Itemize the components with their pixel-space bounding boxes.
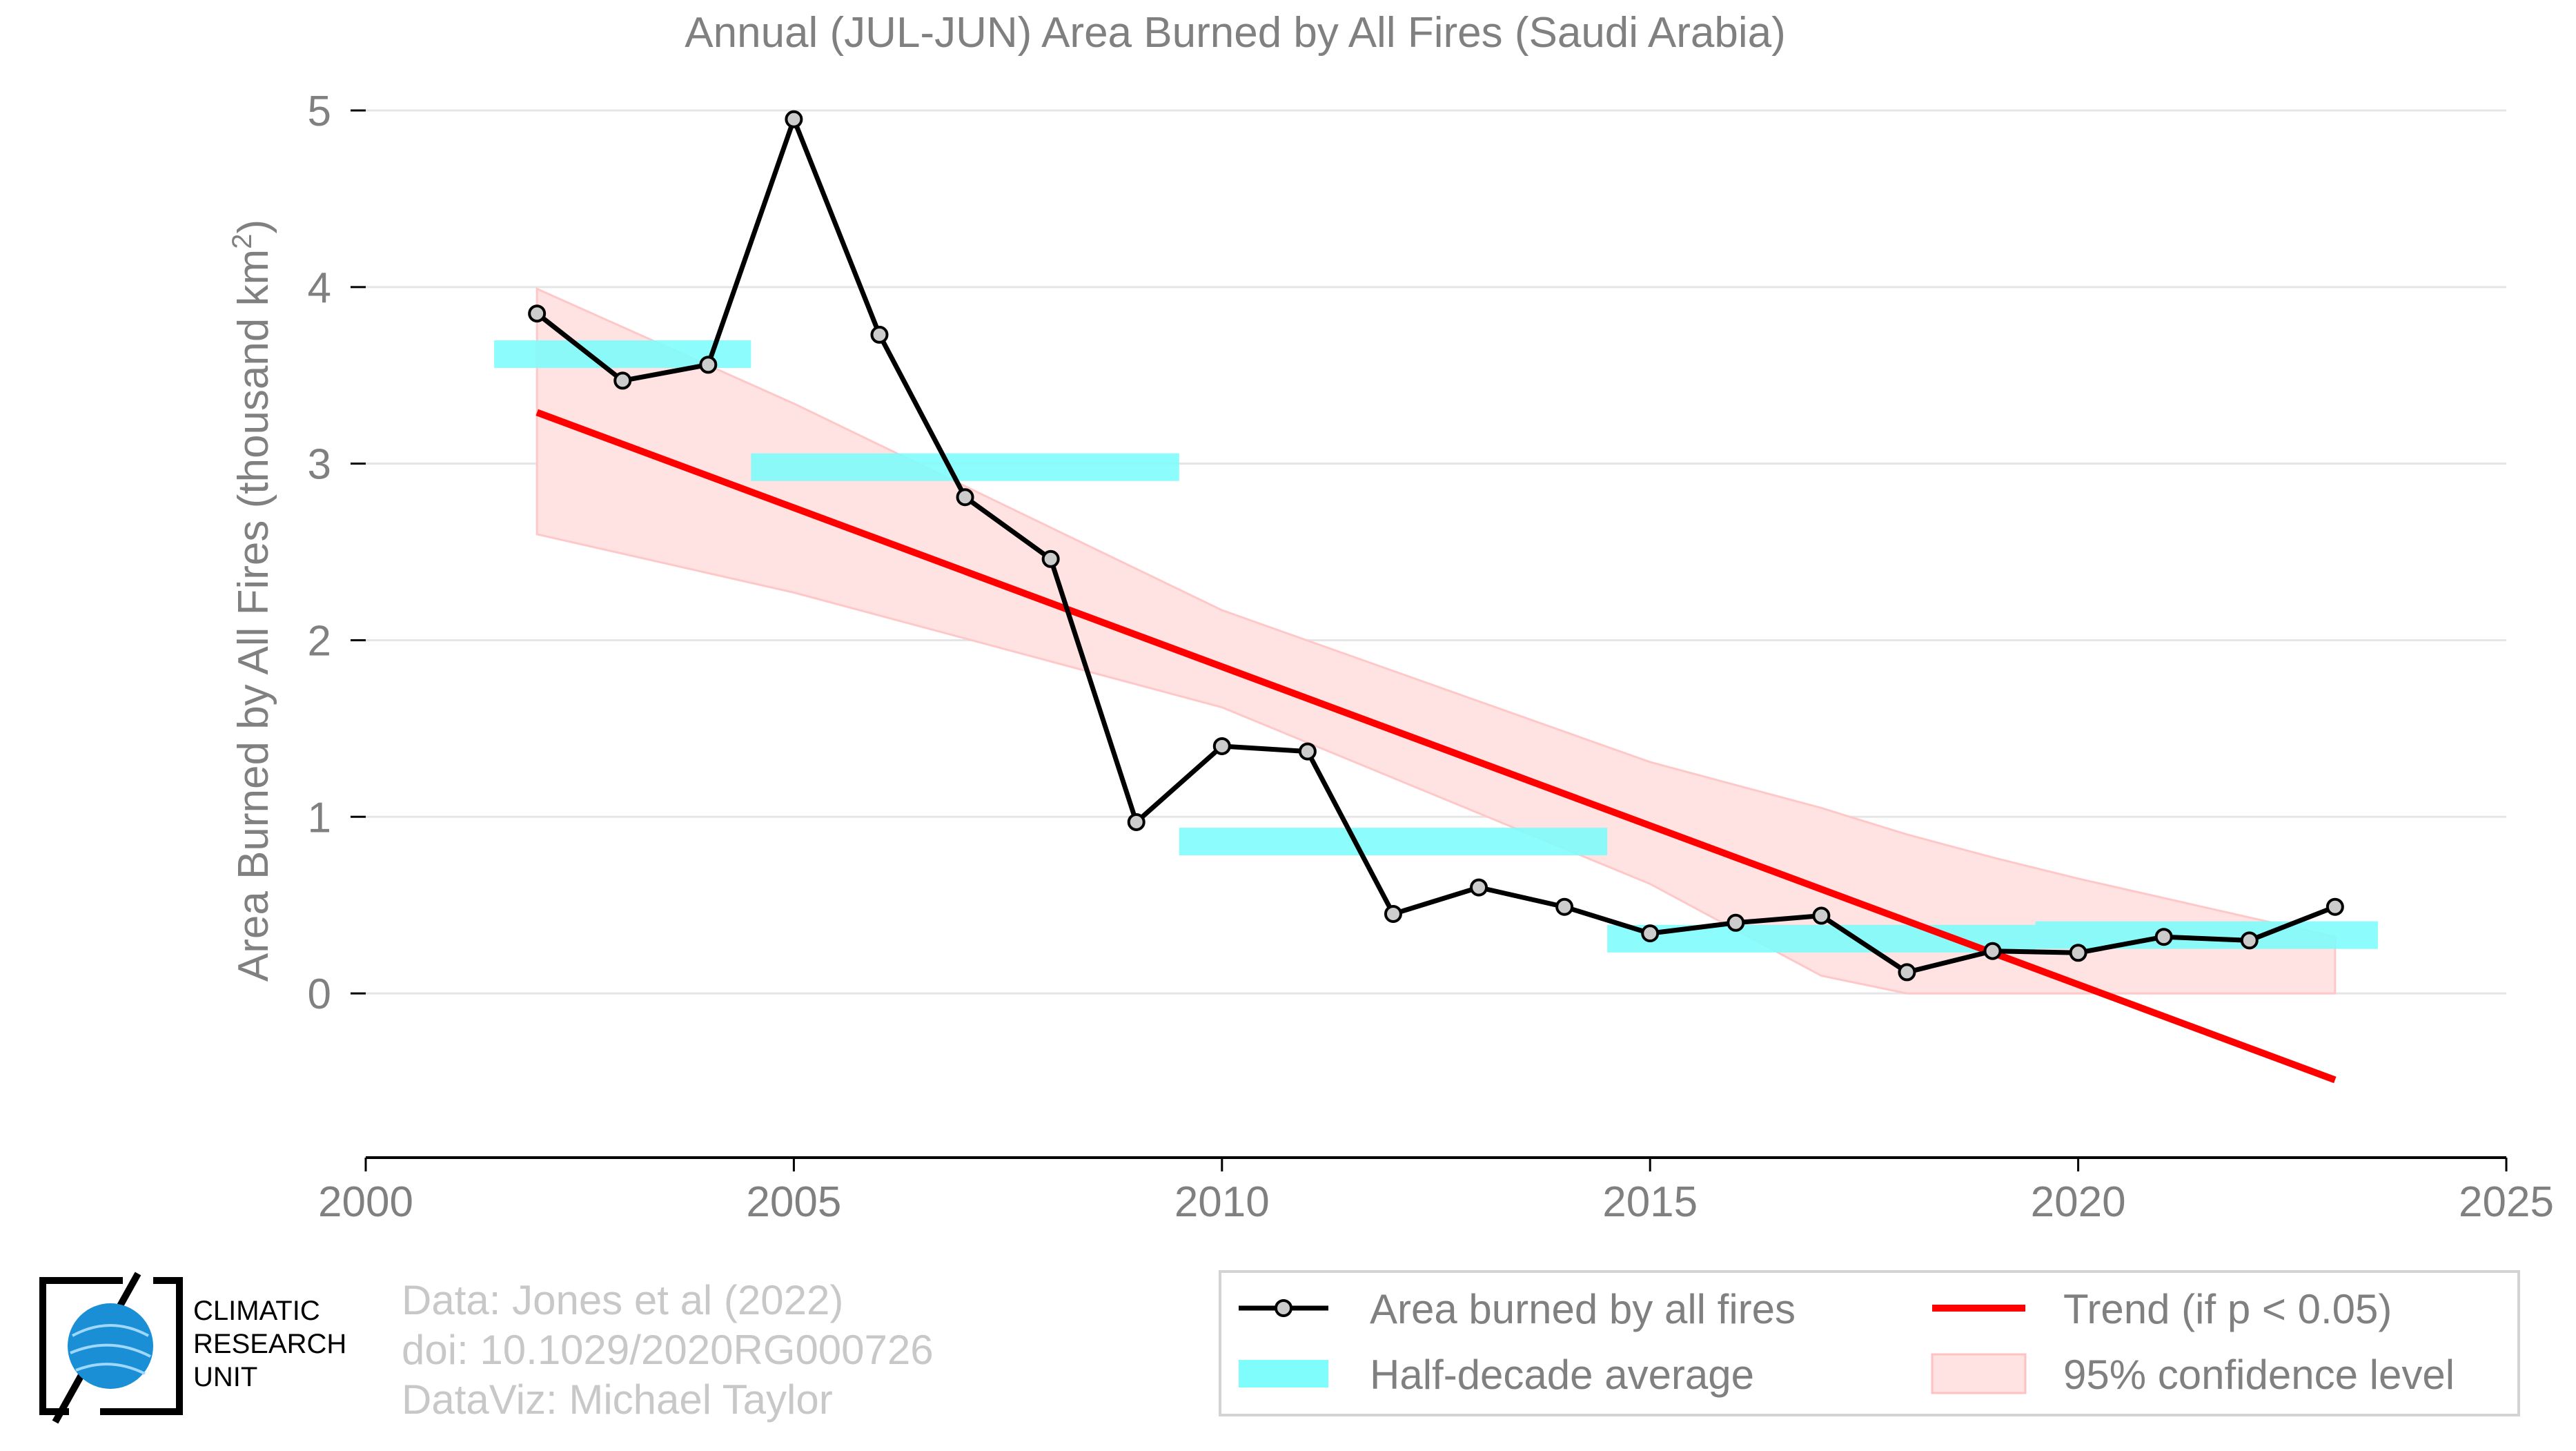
chart-title: Annual (JUL-JUN) Area Burned by All Fire…: [685, 9, 1785, 57]
data-point: [2326, 897, 2344, 916]
legend-confidence-swatch: [1931, 1353, 2027, 1394]
data-point: [1298, 742, 1317, 761]
logo-bracket-left: [39, 1277, 123, 1415]
data-point: [2154, 928, 2173, 946]
data-point: [2069, 944, 2087, 962]
y-axis-label-superscript: 2: [227, 234, 257, 249]
logo-text: CLIMATIC RESEARCH UNIT: [193, 1294, 346, 1394]
logo-line-2: RESEARCH: [193, 1329, 347, 1359]
legend-series-label: Area burned by all fires: [1370, 1286, 1796, 1332]
x-tick-label: 2015: [1602, 1178, 1698, 1226]
cru-logo: [39, 1272, 183, 1424]
data-point: [2240, 931, 2259, 950]
y-axis-label-close: ): [230, 220, 277, 234]
legend: Area burned by all fires Trend (if p < 0…: [1219, 1270, 2520, 1416]
axes: [351, 109, 2508, 1171]
data-source-credit: Data: Jones et al (2022) doi: 10.1029/20…: [402, 1276, 934, 1425]
data-point: [1127, 812, 1146, 831]
y-tick-label: 0: [308, 971, 331, 1018]
half-decade-average-bar: [2035, 921, 2378, 949]
legend-frame: [1219, 1270, 2520, 1416]
data-point: [1212, 737, 1231, 755]
y-tick-label: 2: [308, 617, 331, 665]
legend-confidence-label: 95% confidence level: [2063, 1352, 2455, 1398]
globe-icon-detail: [70, 1324, 151, 1375]
x-tick-label: 2010: [1174, 1178, 1270, 1226]
y-axis-label-main: Area Burned by All Fires (thousand km: [230, 249, 277, 982]
legend-trend-label: Trend (if p < 0.05): [2063, 1286, 2392, 1332]
data-point: [785, 110, 803, 128]
data-point: [1983, 942, 2002, 960]
x-tick-label: 2020: [2031, 1178, 2126, 1226]
y-axis-label: Area Burned by All Fires (thousand km2): [227, 220, 277, 982]
trend-line: [535, 409, 2337, 1084]
trend-line-layer: [535, 409, 2337, 1084]
data-point: [956, 488, 974, 507]
x-tick-label: 2025: [2459, 1178, 2554, 1226]
logo-bracket-right: [100, 1277, 183, 1415]
data-point: [1041, 549, 1060, 568]
legend-average-swatch: [1239, 1360, 1328, 1387]
source-citation: Data: Jones et al (2022): [402, 1277, 844, 1323]
logo-line-3: UNIT: [193, 1362, 258, 1392]
y-tick-label: 1: [308, 794, 331, 841]
logo-line-1: CLIMATIC: [193, 1296, 320, 1326]
legend-series-marker: [1275, 1299, 1292, 1317]
data-point: [1812, 906, 1831, 925]
half-decade-average-bar: [1179, 828, 1608, 856]
data-point: [1727, 913, 1745, 932]
half-decade-average-bar: [751, 453, 1179, 481]
data-point: [613, 371, 632, 390]
y-tick-label: 5: [308, 88, 331, 135]
data-point: [1641, 924, 1660, 943]
tick-labels: 0 1 2 3 4 5 2000 2005 2010 2015 2020 2025: [308, 88, 2554, 1226]
x-tick-label: 2005: [746, 1178, 841, 1226]
dataviz-credit: DataViz: Michael Taylor: [402, 1376, 833, 1423]
data-point: [528, 304, 547, 323]
data-point: [699, 356, 718, 374]
data-point: [1898, 963, 1916, 982]
data-point: [1555, 897, 1574, 916]
series-line: [535, 117, 2337, 975]
source-doi: doi: 10.1029/2020RG000726: [402, 1327, 934, 1373]
data-point: [1470, 878, 1488, 897]
legend-average-label: Half-decade average: [1370, 1352, 1754, 1398]
y-tick-label: 3: [308, 441, 331, 489]
y-tick-label: 4: [308, 264, 331, 312]
series-layer: [528, 110, 2344, 982]
data-point: [870, 325, 889, 344]
data-point: [1384, 904, 1402, 923]
x-tick-label: 2000: [318, 1178, 413, 1226]
